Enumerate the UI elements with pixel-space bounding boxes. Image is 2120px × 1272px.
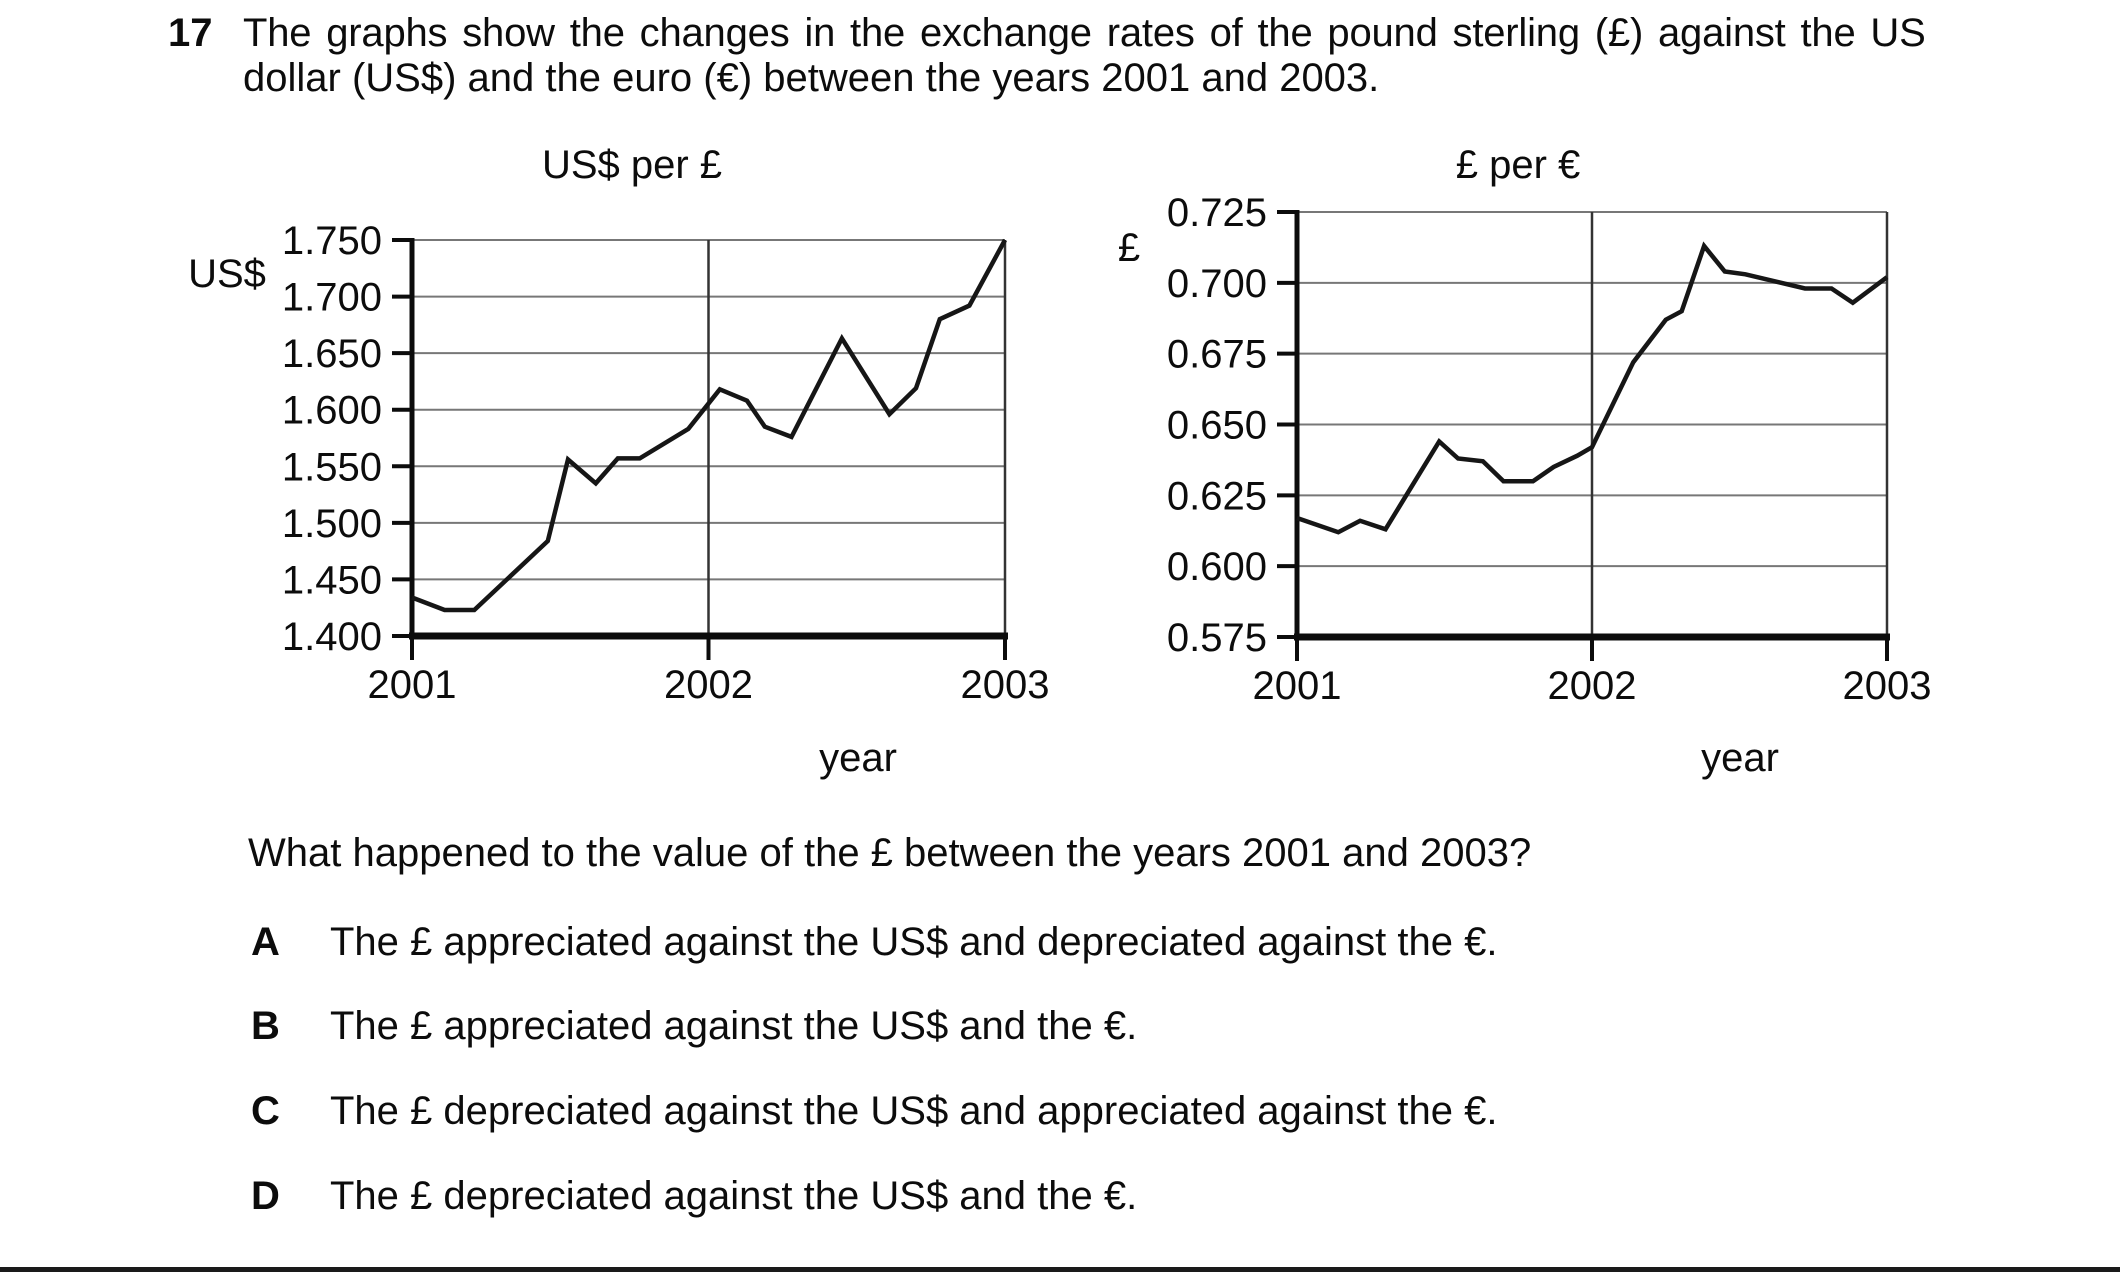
option-row-b: B The £ appreciated against the US$ and … xyxy=(251,1003,1137,1049)
chart-usd-per-gbp: 1.750 1.700 1.650 1.600 1.550 1.500 1.450 1.400… xyxy=(282,219,1050,707)
x-tick-label: 2001 xyxy=(1253,664,1342,708)
y-tick-label: 0.675 xyxy=(1167,333,1267,377)
y-tick-label: 0.650 xyxy=(1167,404,1267,448)
option-letter-d: D xyxy=(251,1174,280,1218)
x-tick-label: 2002 xyxy=(1548,664,1637,708)
y-tick-label: 0.625 xyxy=(1167,474,1267,518)
option-row-c: C The £ depreciated against the US$ and … xyxy=(251,1088,1497,1134)
option-letter-a: A xyxy=(251,920,280,964)
y-tick-label: 1.400 xyxy=(282,615,382,659)
x-tick-label: 2002 xyxy=(664,663,753,707)
option-text-c: The £ depreciated against the US$ and ap… xyxy=(330,1089,1498,1133)
option-text-a: The £ appreciated against the US$ and de… xyxy=(330,920,1498,964)
y-axis-label-usd: US$ xyxy=(188,252,266,296)
option-text-b: The £ appreciated against the US$ and th… xyxy=(330,1004,1138,1048)
x-axis-label-year-right: year xyxy=(1701,736,1779,780)
x-tick-label: 2003 xyxy=(961,663,1050,707)
chart-title-gbp-per-eur: £ per € xyxy=(1455,143,1581,187)
x-tick-label: 2003 xyxy=(1843,664,1932,708)
y-tick-label: 1.700 xyxy=(282,276,382,320)
x-axis-label-year-left: year xyxy=(819,736,897,780)
option-letter-b: B xyxy=(251,1004,280,1048)
y-tick-label: 1.550 xyxy=(282,445,382,489)
option-row-a: A The £ appreciated against the US$ and … xyxy=(251,919,1497,965)
y-tick-label: 0.700 xyxy=(1167,262,1267,306)
option-text-d: The £ depreciated against the US$ and th… xyxy=(330,1174,1138,1218)
y-tick-label: 1.500 xyxy=(282,502,382,546)
option-letter-c: C xyxy=(251,1089,280,1133)
question-intro-line2: dollar (US$) and the euro (€) between th… xyxy=(243,56,1380,100)
data-line xyxy=(411,238,1007,613)
y-tick-label: 0.575 xyxy=(1167,616,1267,660)
y-tick-label: 1.650 xyxy=(282,332,382,376)
question-prompt: What happened to the value of the £ betw… xyxy=(248,831,1532,875)
x-tick-label: 2001 xyxy=(368,663,457,707)
y-tick-label: 1.450 xyxy=(282,558,382,602)
y-axis-label-gbp: £ xyxy=(1117,226,1141,270)
y-tick-label: 0.600 xyxy=(1167,545,1267,589)
chart-title-usd-per-gbp: US$ per £ xyxy=(541,143,723,187)
question-number: 17 xyxy=(168,11,213,55)
option-row-d: D The £ depreciated against the US$ and … xyxy=(251,1173,1137,1219)
data-line xyxy=(1296,241,1889,535)
page-bottom-edge xyxy=(0,1267,2120,1272)
y-tick-label: 1.600 xyxy=(282,389,382,433)
y-tick-label: 1.750 xyxy=(282,219,382,263)
y-tick-label: 0.725 xyxy=(1167,191,1267,235)
question-intro-line1: The graphs show the changes in the excha… xyxy=(243,11,1926,55)
